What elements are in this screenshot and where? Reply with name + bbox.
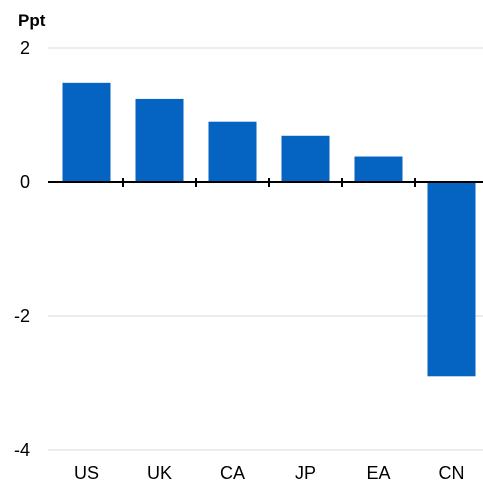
x-tick-label: EA <box>366 463 390 483</box>
y-tick-labels: 2 0 -2 -4 <box>14 38 30 460</box>
bars <box>62 82 476 377</box>
gridlines <box>48 47 483 451</box>
bar-cn <box>427 182 476 377</box>
x-tick-label: JP <box>295 463 316 483</box>
bar-ca <box>208 121 257 182</box>
y-unit-label: Ppt <box>18 11 46 30</box>
y-tick-label: -4 <box>14 440 30 460</box>
x-tick-label: US <box>74 463 99 483</box>
y-tick-label: -2 <box>14 306 30 326</box>
x-tick-label: CA <box>220 463 245 483</box>
x-tick-label: UK <box>147 463 172 483</box>
bar-us <box>62 82 111 182</box>
bar-uk <box>135 98 184 182</box>
x-tick-labels: US UK CA JP EA CN <box>74 463 465 483</box>
bar-ea <box>354 156 403 182</box>
y-tick-label: 2 <box>20 38 30 58</box>
x-tick-label: CN <box>439 463 465 483</box>
zero-axis <box>48 178 483 187</box>
bar-jp <box>281 135 330 182</box>
y-tick-label: 0 <box>20 172 30 192</box>
